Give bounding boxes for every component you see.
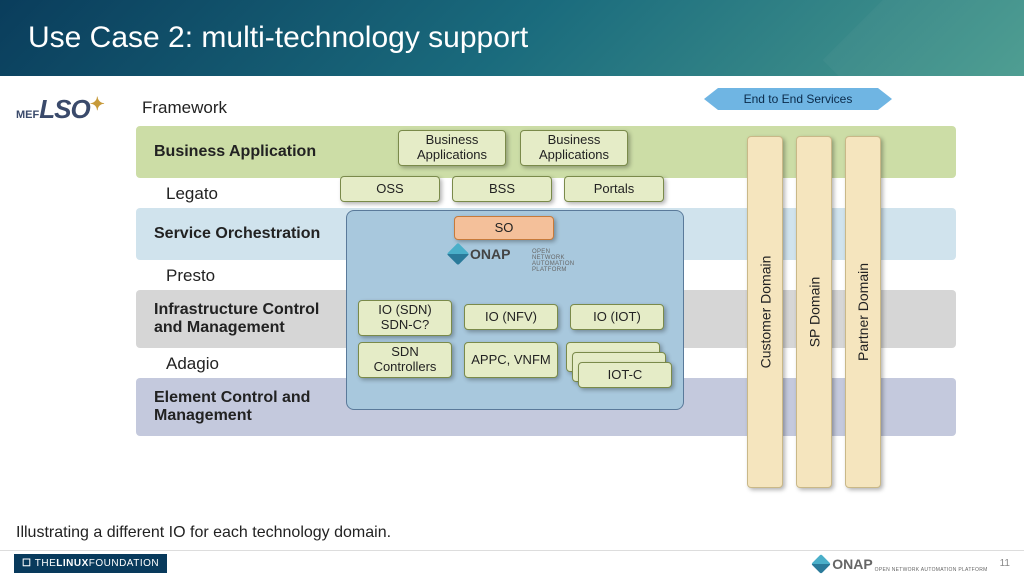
box-appc-vnfm: APPC, VNFM [464, 342, 558, 378]
footer-onap-logo: ONAP OPEN NETWORK AUTOMATION PLATFORM [814, 556, 989, 572]
slide-footer: ☐ THELINUXFOUNDATION ONAP OPEN NETWORK A… [0, 550, 1024, 576]
linux-foundation-logo: ☐ THELINUXFOUNDATION [14, 554, 167, 573]
box-io-nfv: IO (NFV) [464, 304, 558, 330]
burst-icon: ✦ [90, 94, 105, 114]
box-oss: OSS [340, 176, 440, 202]
box-biz-app-1: Business Applications [398, 130, 506, 166]
box-io-iot: IO (IOT) [570, 304, 664, 330]
slide-header: Use Case 2: multi-technology support [0, 0, 1024, 76]
end-to-end-arrow: End to End Services [718, 88, 878, 110]
slide-content: MEFLSO✦ Framework End to End Services Bu… [0, 76, 1024, 546]
box-bss: BSS [452, 176, 552, 202]
page-number: 11 [1000, 558, 1010, 569]
domain-customer: Customer Domain [747, 136, 783, 488]
box-so: SO [454, 216, 554, 240]
box-biz-app-2: Business Applications [520, 130, 628, 166]
mef-lso-logo: MEFLSO✦ [16, 94, 105, 125]
slide-caption: Illustrating a different IO for each tec… [16, 524, 391, 542]
box-iot-c: IOT-C [578, 362, 672, 388]
framework-label: Framework [142, 98, 227, 118]
slide-title: Use Case 2: multi-technology support [28, 21, 528, 55]
diamond-icon [447, 243, 470, 266]
domain-sp: SP Domain [796, 136, 832, 488]
onap-logo: ONAPOPEN NETWORK AUTOMATION PLATFORM [450, 246, 510, 262]
diamond-icon [811, 554, 831, 574]
box-portals: Portals [564, 176, 664, 202]
box-sdn-controllers: SDN Controllers [358, 342, 452, 378]
box-io-sdn: IO (SDN) SDN-C? [358, 300, 452, 336]
domain-partner: Partner Domain [845, 136, 881, 488]
